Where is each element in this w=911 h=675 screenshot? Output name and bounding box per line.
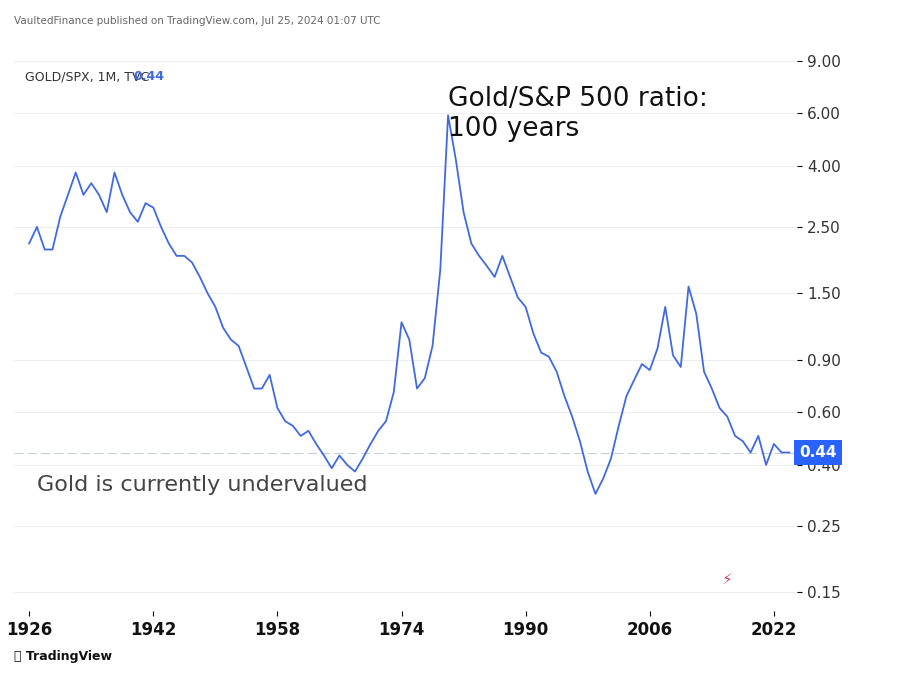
Text: VaultedFinance published on TradingView.com, Jul 25, 2024 01:07 UTC: VaultedFinance published on TradingView.… [14,16,380,26]
Text: Gold is currently undervalued: Gold is currently undervalued [37,475,368,495]
Text: GOLD/SPX, 1M, TVC: GOLD/SPX, 1M, TVC [26,70,158,83]
Text: 0.44: 0.44 [134,70,165,83]
Text: Gold/S&P 500 ratio:
100 years: Gold/S&P 500 ratio: 100 years [448,86,709,142]
Text: 0.44: 0.44 [800,445,837,460]
Text: ⚡: ⚡ [722,572,732,587]
Text: 📈 TradingView: 📈 TradingView [14,650,112,663]
